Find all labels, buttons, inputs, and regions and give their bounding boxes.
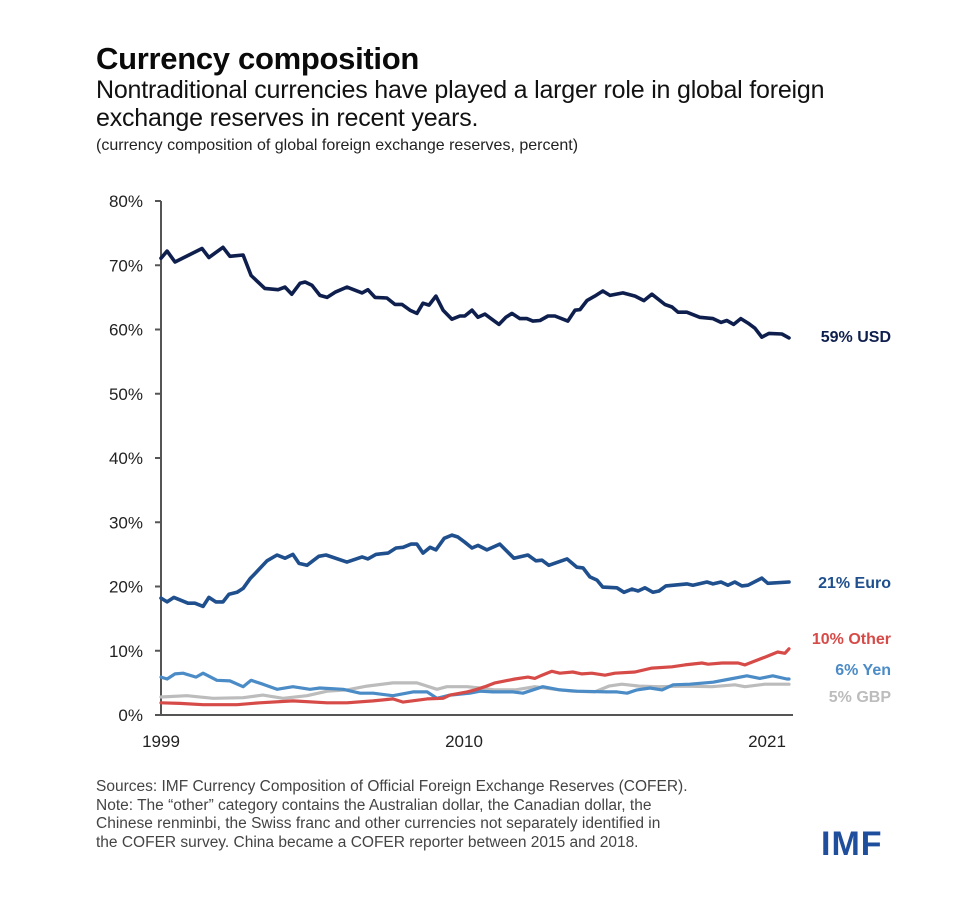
y-tick-label: 30%	[109, 513, 143, 532]
end-label-usd: 59% USD	[821, 329, 891, 346]
series-lines	[159, 245, 791, 707]
y-tick-label: 10%	[109, 642, 143, 661]
x-tick-label: 2021	[748, 732, 786, 751]
chart-subtitle: Nontraditional currencies have played a …	[96, 76, 825, 132]
series-line-euro	[159, 533, 791, 609]
imf-logo: IMF	[821, 825, 883, 863]
units-note: (currency composition of global foreign …	[96, 137, 579, 154]
y-tick-label: 70%	[109, 256, 143, 275]
y-tick-label: 80%	[109, 192, 143, 211]
y-tick-label: 60%	[109, 321, 143, 340]
series-line-gbp	[159, 681, 791, 700]
series-line-other	[159, 647, 791, 707]
series-end-labels: 59% USD 21% Euro 10% Other 6% Yen 5% GBP	[812, 329, 891, 706]
y-tick-label: 40%	[109, 449, 143, 468]
sources-line: Sources: IMF Currency Composition of Off…	[96, 778, 688, 795]
y-tick-label: 20%	[109, 578, 143, 597]
axes: 0% 10% 20% 30% 40% 50% 60% 70% 80% 1999 2010 2021	[109, 192, 793, 751]
y-tick-label: 0%	[118, 706, 143, 725]
source-note: Sources: IMF Currency Composition of Off…	[96, 778, 816, 852]
x-tick-label: 1999	[142, 732, 180, 751]
end-label-euro: 21% Euro	[818, 575, 891, 592]
x-tick-label: 2010	[445, 732, 483, 751]
note-line-3: the COFER survey. China became a COFER r…	[96, 833, 639, 851]
end-label-gbp: 5% GBP	[829, 689, 892, 706]
note-line-2: Chinese renminbi, the Swiss franc and ot…	[96, 815, 661, 832]
end-label-other: 10% Other	[812, 631, 891, 648]
note-line-1: Note: The “other” category contains the …	[96, 796, 652, 814]
y-tick-label: 50%	[109, 385, 143, 404]
chart-title: Currency composition	[96, 41, 419, 76]
series-line-usd	[159, 245, 791, 340]
end-label-yen: 6% Yen	[835, 662, 891, 679]
